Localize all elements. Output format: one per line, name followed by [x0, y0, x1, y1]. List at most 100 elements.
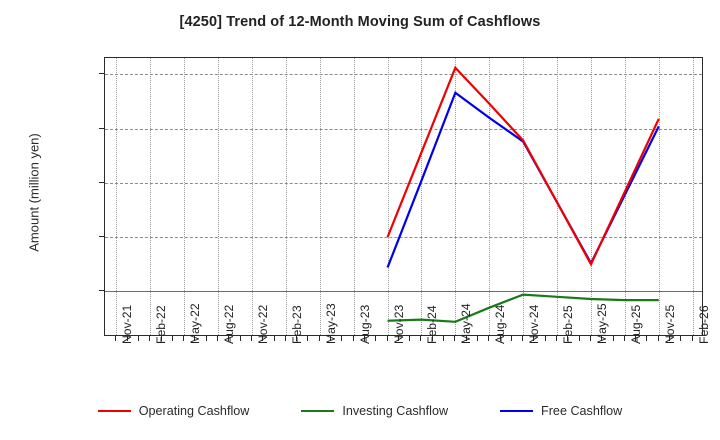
series-line-investing-cashflow	[387, 293, 659, 323]
x-axis-tick-mark	[544, 336, 546, 341]
x-axis-tick-label: May-22	[188, 303, 203, 344]
x-axis-tick-mark	[465, 336, 467, 341]
x-axis-tick-mark	[476, 336, 478, 341]
x-axis-tick-mark	[612, 336, 614, 341]
x-axis-tick-mark	[386, 336, 388, 341]
x-axis-tick-mark	[409, 336, 411, 341]
x-axis-tick-mark	[115, 336, 117, 341]
x-axis-tick-mark	[363, 336, 365, 341]
x-axis-tick-mark	[556, 336, 558, 341]
gridline-vertical	[557, 58, 559, 335]
x-axis-tick-mark	[194, 336, 196, 341]
x-axis-tick-mark	[239, 336, 241, 341]
x-axis-tick-label: Feb-24	[425, 305, 440, 344]
legend-label: Operating Cashflow	[138, 404, 250, 418]
gridline-vertical	[692, 58, 694, 335]
gridline-vertical	[387, 58, 389, 335]
x-axis-tick-label: Aug-23	[357, 304, 372, 344]
legend-item[interactable]: Free Cashflow	[500, 404, 622, 418]
x-axis-tick-mark	[589, 336, 591, 341]
x-axis-tick-mark	[646, 336, 648, 341]
x-axis-tick-label: Aug-22	[222, 304, 237, 344]
gridline-vertical	[523, 58, 525, 335]
gridline-vertical	[489, 58, 491, 335]
x-axis-tick-mark	[567, 336, 569, 341]
y-axis-tick-mark	[99, 236, 104, 238]
y-axis-tick-mark	[99, 290, 104, 292]
gridline-vertical	[150, 58, 152, 335]
y-axis-tick-mark	[99, 73, 104, 75]
x-axis-tick-mark	[691, 336, 693, 341]
x-axis-tick-mark	[352, 336, 354, 341]
x-axis-tick-mark	[318, 336, 320, 341]
gridline-vertical	[421, 58, 423, 335]
x-axis-tick-mark	[375, 336, 377, 341]
x-axis-tick-mark	[137, 336, 139, 341]
x-axis-tick-mark	[171, 336, 173, 341]
x-axis-tick-mark	[149, 336, 151, 341]
x-axis-tick-mark	[623, 336, 625, 341]
x-axis-tick-label: Nov-22	[255, 304, 270, 344]
x-axis-tick-label: May-25	[594, 303, 609, 344]
x-axis-tick-mark	[454, 336, 456, 341]
gridline-vertical	[590, 58, 592, 335]
series-line-free-cashflow	[386, 90, 660, 268]
gridline-vertical	[218, 58, 220, 335]
x-axis-tick-mark	[160, 336, 162, 341]
gridline-vertical	[353, 58, 355, 335]
legend-color-swatch	[97, 410, 131, 412]
x-axis-tick-mark	[341, 336, 343, 341]
x-axis-tick-mark	[635, 336, 637, 341]
legend-color-swatch	[500, 410, 534, 412]
x-axis-tick-mark	[499, 336, 501, 341]
x-axis-tick-mark	[217, 336, 219, 341]
x-axis-tick-mark	[307, 336, 309, 341]
x-axis-tick-mark	[126, 336, 128, 341]
gridline-horizontal	[105, 237, 702, 239]
zero-line	[105, 291, 702, 293]
gridline-horizontal	[105, 128, 702, 130]
chart-legend: Operating Cashflow Investing Cashflow Free…	[0, 404, 720, 418]
x-axis-tick-mark	[183, 336, 185, 341]
x-axis-tick-label: Feb-23	[289, 305, 304, 344]
x-axis-tick-label: Aug-24	[493, 304, 508, 344]
x-axis-tick-mark	[601, 336, 603, 341]
gridline-vertical	[455, 58, 457, 335]
x-axis-tick-label: Nov-21	[120, 304, 135, 344]
x-axis-tick-mark	[510, 336, 512, 341]
plot-area	[104, 57, 703, 336]
series-line-operating-cashflow	[386, 65, 660, 267]
x-axis-tick-mark	[431, 336, 433, 341]
x-axis-tick-mark	[228, 336, 230, 341]
gridline-horizontal	[105, 74, 702, 76]
x-axis-tick-mark	[296, 336, 298, 341]
x-axis-tick-mark	[397, 336, 399, 341]
x-axis-tick-label: Feb-25	[561, 305, 576, 344]
x-axis-tick-mark	[488, 336, 490, 341]
x-axis-tick-mark	[262, 336, 264, 341]
gridline-vertical	[319, 58, 321, 335]
x-axis-tick-label: Nov-24	[527, 304, 542, 344]
x-axis-tick-mark	[284, 336, 286, 341]
gridline-horizontal	[105, 182, 702, 184]
x-axis-tick-label: Nov-23	[391, 304, 406, 344]
x-axis-tick-label: Feb-22	[154, 305, 169, 344]
x-axis-tick-label: May-24	[459, 303, 474, 344]
x-axis-tick-label: May-23	[323, 303, 338, 344]
gridline-vertical	[184, 58, 186, 335]
y-axis-tick-mark	[99, 181, 104, 183]
x-axis-tick-mark	[330, 336, 332, 341]
x-axis-tick-label: Aug-25	[628, 304, 643, 344]
gridline-vertical	[251, 58, 253, 335]
gridline-vertical	[285, 58, 287, 335]
x-axis-tick-mark	[205, 336, 207, 341]
x-axis-tick-mark	[443, 336, 445, 341]
x-axis-tick-mark	[680, 336, 682, 341]
series-lines	[386, 65, 660, 323]
legend-item[interactable]: Operating Cashflow	[97, 404, 250, 418]
x-axis-tick-mark	[420, 336, 422, 341]
gridline-vertical	[624, 58, 626, 335]
legend-item[interactable]: Investing Cashflow	[301, 404, 448, 418]
x-axis-tick-label: Nov-25	[662, 304, 677, 344]
